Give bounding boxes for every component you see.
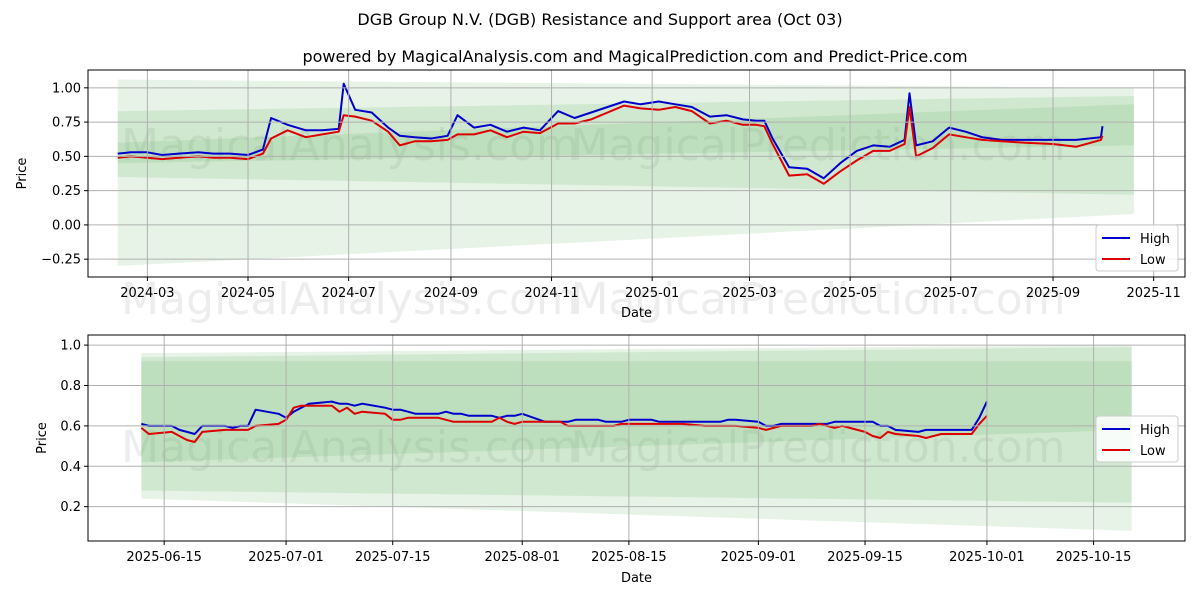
y-tick-label: 0.2 xyxy=(60,500,81,515)
x-tick-label: 2025-10-01 xyxy=(949,550,1025,565)
series-line-high xyxy=(117,82,1104,180)
y-tick-label: −0.25 xyxy=(41,253,81,268)
x-tick-label: 2025-07-01 xyxy=(248,550,324,565)
x-tick-label: 2025-07-15 xyxy=(355,550,431,565)
x-tick-label: 2025-09-01 xyxy=(721,550,797,565)
x-tick-label: 2025-01 xyxy=(625,286,679,301)
axes-frame xyxy=(87,69,1186,278)
x-tick-label: 2025-05 xyxy=(823,286,877,301)
y-tick-label: 0.6 xyxy=(60,419,81,434)
x-tick-label: 2025-09-15 xyxy=(827,550,903,565)
x-tick-label: 2024-05 xyxy=(221,286,275,301)
top-panel: MagicalAnalysis.comMagicalPrediction.com… xyxy=(15,69,1186,325)
legend: High Low xyxy=(1095,415,1179,463)
y-tick-label: 0.25 xyxy=(52,184,81,199)
x-tick-label: 2025-08-01 xyxy=(484,550,560,565)
x-tick-label: 2024-11 xyxy=(524,286,578,301)
watermark-text: MagicalPrediction.com xyxy=(571,422,1066,473)
legend-label-high: High xyxy=(1140,423,1170,438)
watermark-text: MagicalPrediction.com xyxy=(571,274,1066,325)
bottom-panel: MagicalAnalysis.comMagicalPrediction.com… xyxy=(35,334,1186,586)
x-tick-label: 2025-07 xyxy=(924,286,978,301)
legend: High Low xyxy=(1095,224,1179,272)
x-tick-label: 2025-10-15 xyxy=(1056,550,1132,565)
x-tick-label: 2025-03 xyxy=(722,286,776,301)
legend-label-low: Low xyxy=(1140,444,1166,459)
grid xyxy=(88,335,1185,541)
watermark-text: MagicalPrediction.com xyxy=(571,120,1066,171)
support-resistance-band xyxy=(141,361,1132,463)
y-tick-label: 1.0 xyxy=(60,339,81,354)
y-tick-label: 0.8 xyxy=(60,379,81,394)
chart-title: DGB Group N.V. (DGB) Resistance and Supp… xyxy=(357,10,842,29)
y-axis-label: Price xyxy=(15,158,30,190)
x-tick-label: 2025-06-15 xyxy=(126,550,202,565)
support-resistance-band xyxy=(117,79,1134,267)
support-resistance-band xyxy=(141,345,1132,531)
plot-area xyxy=(140,345,1132,531)
plot-area xyxy=(117,79,1134,267)
x-tick-label: 2025-11 xyxy=(1126,286,1180,301)
support-resistance-band xyxy=(117,104,1134,164)
grid xyxy=(88,70,1185,277)
x-tick-label: 2025-09 xyxy=(1026,286,1080,301)
y-axis-label: Price xyxy=(35,422,50,454)
legend-label-high: High xyxy=(1140,232,1170,247)
x-tick-label: 2025-08-15 xyxy=(591,550,667,565)
y-tick-label: 0.50 xyxy=(52,150,81,165)
chart-subtitle: powered by MagicalAnalysis.com and Magic… xyxy=(302,47,967,66)
watermark-text: MagicalAnalysis.com xyxy=(121,120,579,171)
x-axis-label: Date xyxy=(621,306,652,321)
y-tick-label: 0.00 xyxy=(52,218,81,233)
legend-label-low: Low xyxy=(1140,253,1166,268)
watermark-text: MagicalAnalysis.com xyxy=(121,274,579,325)
x-axis-label: Date xyxy=(621,571,652,586)
y-tick-label: 0.75 xyxy=(52,116,81,131)
axes-frame xyxy=(87,334,1186,542)
x-tick-label: 2024-03 xyxy=(120,286,174,301)
y-tick-label: 0.4 xyxy=(60,460,81,475)
x-tick-label: 2024-09 xyxy=(424,286,478,301)
y-tick-label: 1.00 xyxy=(52,81,81,96)
series-line-low xyxy=(117,104,1104,185)
x-tick-label: 2024-07 xyxy=(321,286,375,301)
